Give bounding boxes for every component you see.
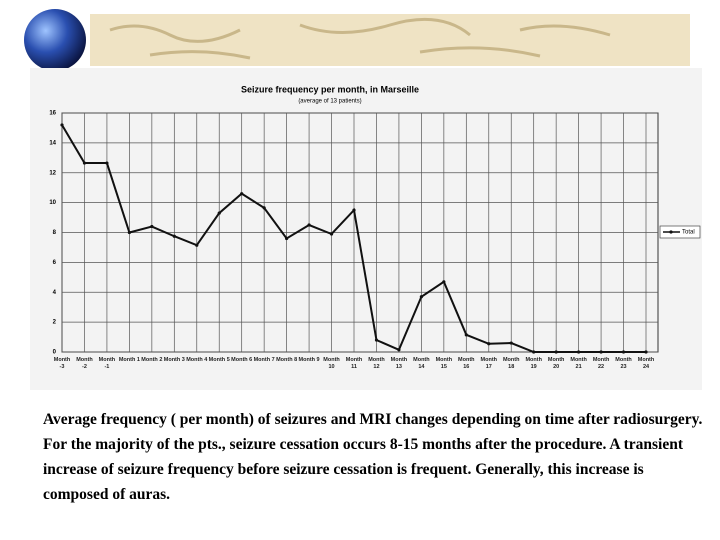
globe: [24, 9, 86, 71]
point: [105, 161, 109, 165]
point: [464, 333, 468, 337]
x-tick-label: Month 13: [390, 357, 408, 370]
point: [397, 348, 401, 352]
x-tick-label: Month 21: [570, 357, 587, 370]
caption: Average frequency ( per month) of seizur…: [43, 411, 703, 503]
chart-title: Seizure frequency per month, in Marseill…: [241, 84, 419, 94]
x-tick-label: Month 12: [368, 357, 385, 370]
x-tick-label: Month 15: [435, 357, 453, 370]
x-tick-label: Month 3: [163, 357, 185, 363]
x-tick-label: Month 18: [502, 357, 520, 370]
y-tick-label: 2: [53, 320, 57, 326]
point: [644, 350, 648, 354]
point: [82, 161, 87, 165]
y-tick-label: 6: [53, 260, 57, 266]
x-tick-label: Month 5: [208, 357, 230, 363]
y-tick-label: 14: [49, 140, 56, 146]
point: [127, 230, 131, 235]
x-tick-label: Month 11: [345, 357, 363, 370]
x-tick-label: Month 10: [323, 357, 340, 370]
point: [599, 350, 603, 354]
x-tick-label: Month 24: [637, 357, 655, 370]
point: [150, 224, 154, 229]
x-tick-label: Month 22: [592, 357, 610, 370]
point: [217, 211, 221, 215]
point: [352, 208, 356, 212]
banner-map: [109, 17, 611, 60]
x-tick-label: Month 17: [480, 357, 498, 370]
point: [554, 350, 558, 354]
point: [307, 223, 311, 227]
y-tick-label: 16: [49, 111, 56, 117]
point: [240, 192, 244, 196]
point: [509, 341, 513, 345]
x-tick-label: Month 16: [458, 357, 475, 370]
point: [442, 280, 446, 284]
x-tick-label: Month 23: [615, 357, 632, 370]
y-tick-label: 0: [53, 350, 57, 356]
x-tick-label: Month -2: [76, 357, 93, 370]
y-tick-label: 12: [49, 170, 56, 176]
legend-point: [669, 230, 673, 234]
point: [532, 350, 536, 354]
legend-label: Total: [682, 230, 695, 236]
point: [172, 234, 176, 238]
x-tick-label: Month 19: [525, 357, 542, 370]
x-tick-label: Month 6: [231, 357, 253, 363]
y-tick-label: 10: [49, 200, 56, 206]
point: [419, 295, 423, 299]
x-tick-label: Month 1: [118, 357, 140, 363]
x-tick-label: Month 14: [413, 357, 430, 370]
x-tick-label: Month 2: [141, 357, 163, 363]
point: [621, 350, 626, 354]
point: [60, 123, 64, 127]
x-tick-label: Month 7: [253, 357, 275, 363]
point: [577, 350, 581, 354]
x-tick-label: Month 4: [186, 357, 208, 363]
point: [195, 243, 199, 247]
x-tick-label: Month -3: [53, 357, 71, 370]
x-tick-label: Month 20: [547, 357, 565, 370]
x-tick-label: Month 8: [276, 357, 298, 363]
point: [262, 206, 266, 210]
chart-subtitle: (average of 13 patients): [298, 99, 361, 105]
point: [487, 342, 491, 346]
x-tick-label: Month 9: [298, 357, 320, 363]
point: [285, 236, 289, 241]
x-tick-label: Month -1: [98, 357, 116, 370]
point: [329, 232, 334, 236]
y-tick-label: 8: [53, 230, 57, 236]
point: [374, 338, 379, 342]
y-tick-label: 4: [53, 290, 57, 296]
